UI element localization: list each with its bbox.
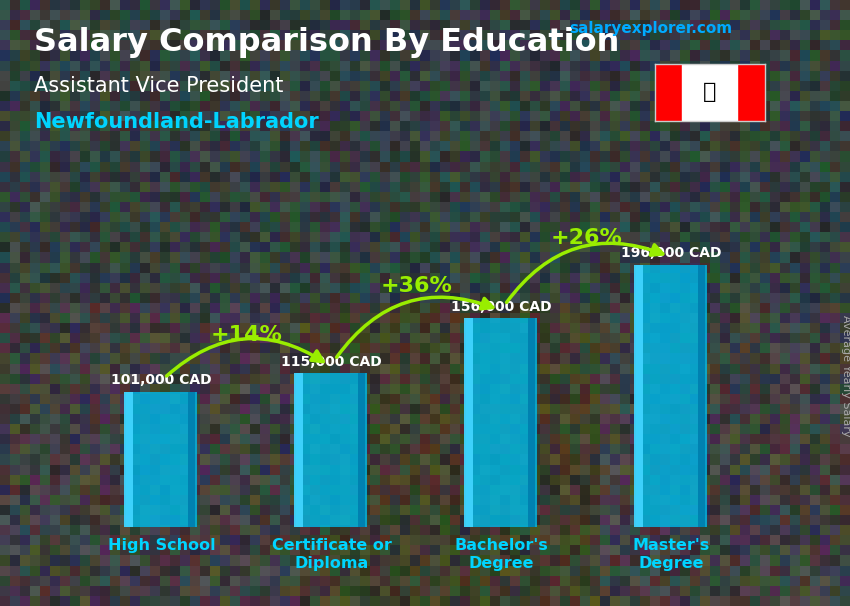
Text: 156,000 CAD: 156,000 CAD	[451, 299, 552, 314]
Bar	[698, 265, 705, 527]
Bar	[188, 392, 195, 527]
Text: +36%: +36%	[381, 276, 452, 296]
Text: 196,000 CAD: 196,000 CAD	[621, 246, 722, 260]
Text: Average Yearly Salary: Average Yearly Salary	[841, 315, 850, 436]
Bar	[294, 373, 303, 527]
Bar	[636, 265, 707, 527]
Text: Salary Comparison By Education: Salary Comparison By Education	[34, 27, 620, 58]
Text: Assistant Vice President: Assistant Vice President	[34, 76, 283, 96]
Text: 🍁: 🍁	[703, 82, 717, 102]
Text: salaryexplorer.com: salaryexplorer.com	[570, 21, 733, 36]
Bar	[358, 373, 365, 527]
Bar	[682, 64, 737, 121]
Bar	[124, 392, 133, 527]
Bar	[654, 64, 682, 121]
Text: +14%: +14%	[211, 324, 282, 345]
Text: +26%: +26%	[551, 228, 622, 248]
Bar	[737, 64, 765, 121]
Bar	[126, 392, 197, 527]
Text: 115,000 CAD: 115,000 CAD	[281, 355, 382, 368]
Bar	[464, 319, 473, 527]
Bar	[296, 373, 367, 527]
Bar	[528, 319, 535, 527]
Text: Newfoundland-Labrador: Newfoundland-Labrador	[34, 112, 319, 132]
Bar	[466, 319, 537, 527]
Bar	[634, 265, 643, 527]
Text: 101,000 CAD: 101,000 CAD	[111, 373, 212, 387]
